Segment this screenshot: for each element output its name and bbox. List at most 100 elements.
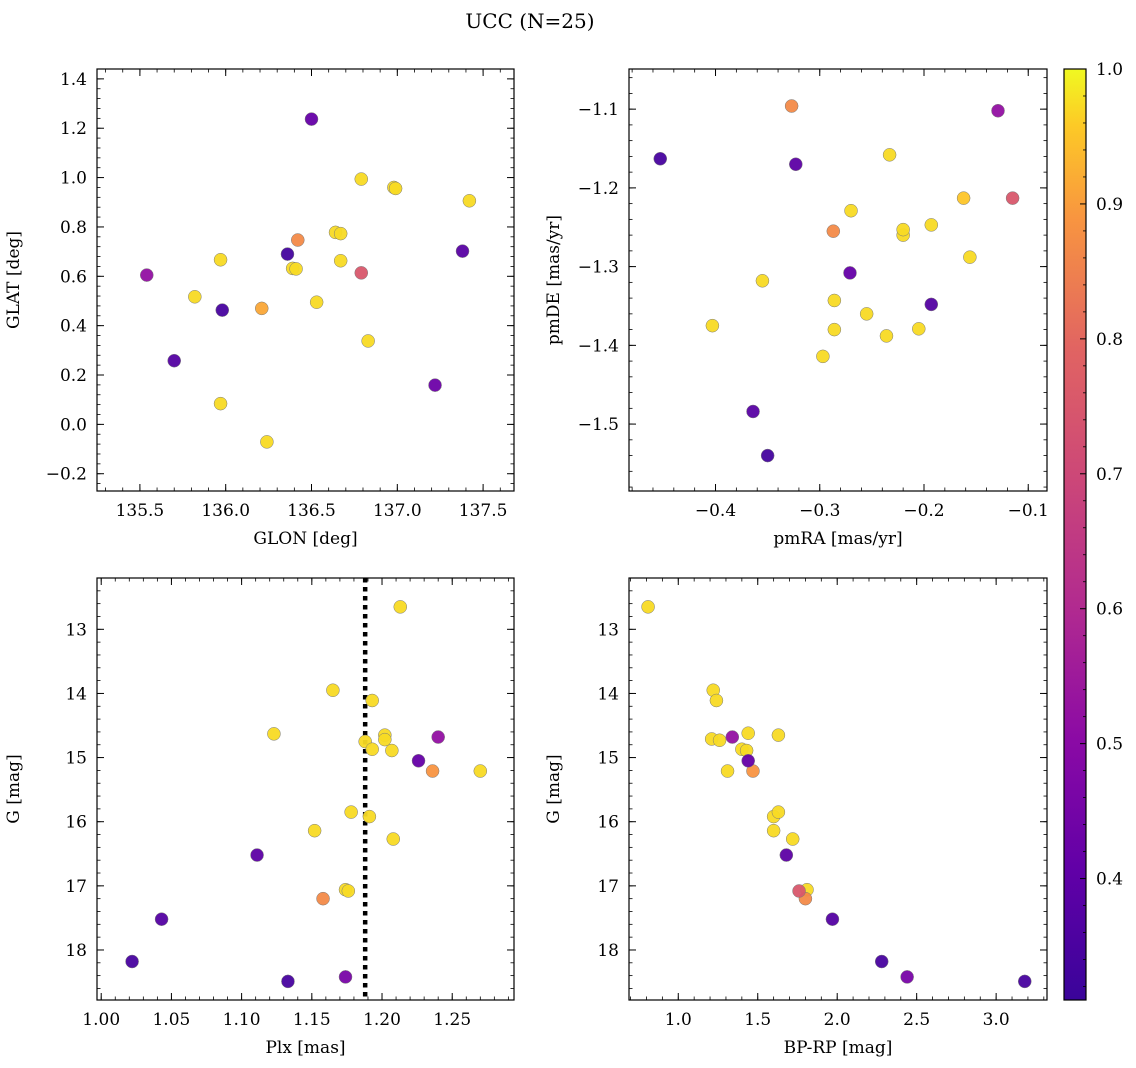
y-tick-label: 0.6 — [60, 267, 87, 287]
y-axis-label: pmDE [mas/yr] — [544, 215, 564, 345]
y-tick-label: −1.1 — [578, 100, 619, 120]
y-tick-label: 15 — [597, 749, 619, 769]
scatter-point — [760, 448, 775, 463]
scatter-point — [827, 293, 842, 308]
colorbar-tick-label: 0.9 — [1096, 195, 1123, 215]
scatter-point — [254, 301, 269, 316]
x-axis: 1.00 1.05 1.10 1.15 1.20 1.25 Plx [mas] — [82, 578, 509, 1058]
scatter-point — [125, 954, 139, 969]
colorbar-tick-label: 0.5 — [1096, 735, 1123, 755]
y-tick-label: 16 — [65, 813, 87, 833]
y-tick-label: 1.4 — [60, 70, 87, 90]
scatter-point — [250, 848, 264, 862]
x-axis-label: BP-RP [mag] — [784, 1038, 893, 1058]
scatter-point — [825, 912, 840, 926]
scatter-point — [473, 764, 488, 778]
scatter-point — [267, 727, 281, 741]
scatter-point — [705, 318, 720, 333]
scatter-point — [344, 805, 358, 819]
scatter-point — [766, 823, 781, 838]
scatter-point — [844, 203, 858, 218]
y-tick-label: 0.0 — [60, 415, 87, 435]
scatter-point — [140, 268, 154, 282]
axes-frame — [96, 577, 515, 1001]
y-tick-label: −0.2 — [46, 465, 87, 485]
scatter-point — [741, 754, 755, 768]
scatter-point — [879, 329, 894, 343]
y-tick-label: 18 — [65, 941, 87, 961]
x-tick-label: −0.4 — [695, 501, 736, 521]
colorbar-tick-label: 0.4 — [1096, 870, 1123, 890]
x-tick-label: −0.1 — [1008, 501, 1049, 521]
x-tick-label: 137.0 — [373, 501, 422, 521]
x-tick-label: 1.00 — [82, 1010, 120, 1030]
scatter-point — [843, 266, 857, 280]
scatter-point — [213, 253, 228, 267]
scatter-point — [431, 730, 445, 744]
x-tick-label: 1.05 — [152, 1010, 190, 1030]
y-tick-label: 13 — [597, 620, 619, 640]
scatter-point — [779, 848, 794, 862]
x-tick-label: 1.15 — [293, 1010, 331, 1030]
scatter-point — [338, 970, 353, 984]
scatter-point — [709, 693, 724, 708]
x-tick-label: 136.5 — [287, 501, 336, 521]
y-tick-label: 0.8 — [60, 218, 87, 238]
x-tick-label: 1.5 — [744, 1010, 771, 1030]
scatter-point — [789, 157, 803, 172]
scatter-point — [280, 247, 295, 261]
y-tick-label: 0.4 — [60, 317, 87, 337]
x-tick-label: 1.20 — [363, 1010, 401, 1030]
y-tick-label: 16 — [597, 813, 619, 833]
scatter-point — [309, 295, 324, 309]
scatter-point — [307, 823, 322, 838]
y-axis: 13 14 15 16 17 18 G [mag] — [544, 577, 1047, 989]
scatter-point — [425, 764, 440, 778]
x-tick-label: 137.5 — [459, 501, 508, 521]
scatter-point — [213, 396, 228, 411]
plot-area — [97, 69, 514, 491]
scatter-point — [428, 378, 442, 392]
y-axis: −1.5 −1.4 −1.3 −1.2 −1.1 pmDE [mas/yr] — [544, 77, 1047, 488]
scatter-point — [725, 730, 740, 744]
x-tick-label: 3.0 — [983, 1010, 1010, 1030]
x-tick-label: −0.2 — [903, 501, 944, 521]
scatter-point — [167, 353, 181, 368]
scatter-point — [653, 152, 668, 166]
scatter-point — [362, 809, 377, 824]
y-tick-label: 15 — [65, 749, 87, 769]
scatter-point — [1005, 191, 1020, 205]
x-axis-label: Plx [mas] — [265, 1038, 345, 1058]
scatter-point — [641, 600, 655, 614]
y-tick-label: −1.2 — [578, 179, 619, 199]
colorbar-tick-label: 0.8 — [1096, 330, 1123, 350]
axes-frame — [628, 68, 1048, 492]
x-tick-label: 136.0 — [201, 501, 250, 521]
scatter-point — [378, 732, 392, 747]
scatter-point — [1017, 974, 1032, 989]
plot-area — [629, 69, 1047, 491]
scatter-point — [354, 172, 369, 186]
colorbar-tick-label: 1.0 — [1096, 60, 1123, 80]
y-tick-label: 18 — [597, 941, 619, 961]
x-tick-label: 1.0 — [665, 1010, 692, 1030]
subplot-grid: 135.5 136.0 136.5 137.0 137.5 GLON [deg] −0.2 0… — [4, 68, 1049, 1058]
x-axis-label: GLON [deg] — [253, 529, 357, 549]
y-tick-label: −1.5 — [578, 415, 619, 435]
scatter-point — [785, 832, 800, 846]
x-tick-label: 1.25 — [433, 1010, 471, 1030]
scatter-point — [316, 891, 330, 906]
scatter-point — [386, 832, 401, 846]
scatter-point — [188, 290, 202, 304]
scatter-point — [385, 743, 399, 758]
scatter-point — [956, 191, 971, 205]
y-axis-label: GLAT [deg] — [4, 231, 24, 329]
scatter-point — [882, 148, 897, 162]
scatter-point — [963, 250, 977, 264]
scatter-points — [140, 112, 477, 449]
scatter-point — [388, 181, 403, 196]
figure-title: UCC (N=25) — [465, 9, 594, 33]
y-axis-label: G [mag] — [4, 754, 24, 823]
scatter-point — [924, 297, 939, 312]
